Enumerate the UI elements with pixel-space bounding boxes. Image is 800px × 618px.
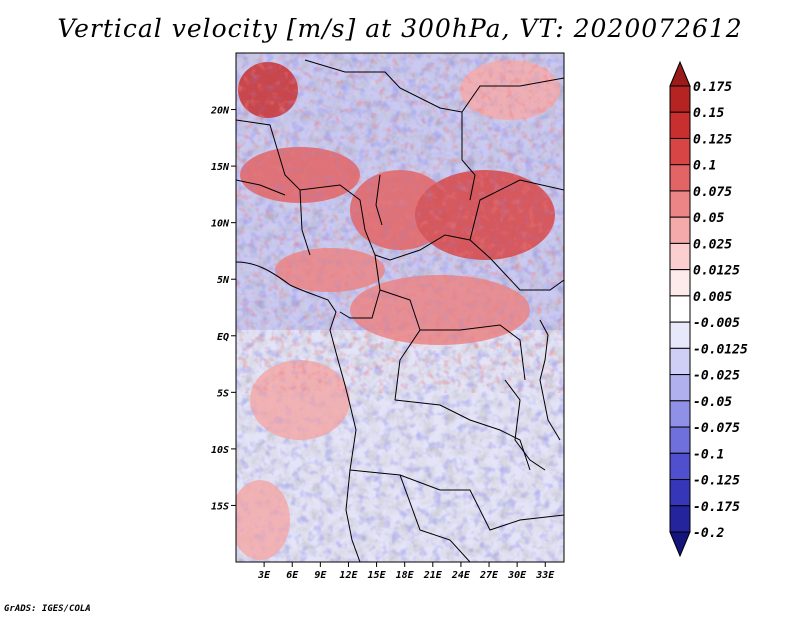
colorbar-label: 0.005 — [693, 290, 732, 305]
colorbar-label: -0.025 — [693, 369, 740, 384]
colorbar-label: -0.05 — [693, 395, 732, 410]
colorbar-box — [669, 137, 691, 166]
lon-tick-label: 21E — [423, 570, 443, 581]
colorbar-label: -0.125 — [693, 474, 740, 489]
colorbar-box — [669, 479, 691, 507]
colorbar-label: 0.075 — [693, 185, 732, 200]
lon-tick-label: 27E — [479, 570, 499, 581]
colorbar-box — [669, 85, 691, 113]
colorbar-label: 0.15 — [693, 106, 724, 121]
colorbar-label: -0.005 — [693, 316, 740, 331]
lat-tick-label: 15N — [211, 162, 230, 173]
colorbar-box — [669, 111, 691, 139]
lon-tick-label: 33E — [535, 570, 555, 581]
lon-tick-label: 3E — [257, 570, 271, 581]
lat-tick-label: EQ — [217, 332, 229, 343]
colorbar-label: -0.175 — [693, 500, 740, 515]
colorbar: 0.175 0.15 0.125 0.1 0.075 0.05 0.025 0.0125 0.0… — [669, 60, 748, 558]
colorbar-box — [669, 295, 691, 323]
colorbar-box — [669, 269, 691, 297]
lat-tick-label: 20N — [210, 106, 230, 117]
lon-tick-label: 12E — [339, 570, 358, 581]
colorbar-label: 0.025 — [693, 237, 732, 252]
colorbar-box — [669, 400, 691, 428]
colorbar-top-arrow — [669, 60, 691, 87]
lon-tick-label: 18E — [396, 570, 415, 581]
lat-tick-label: 10S — [211, 445, 229, 456]
lat-tick-label: 10N — [211, 219, 230, 230]
chart-title: Vertical velocity [m/s] at 300hPa, VT: 2… — [57, 14, 743, 43]
colorbar-label: 0.05 — [693, 211, 724, 226]
colorbar-box — [669, 347, 691, 376]
map-frame — [235, 52, 565, 563]
country-boundaries — [236, 59, 564, 562]
colorbar-bottom-arrow — [669, 531, 691, 558]
colorbar-label: 0.175 — [693, 80, 732, 95]
colorbar-label: 0.0125 — [693, 264, 740, 279]
colorbar-box — [669, 242, 691, 271]
colorbar-box — [669, 321, 691, 349]
colorbar-box — [669, 452, 691, 481]
colorbar-box — [669, 164, 691, 192]
lat-tick-label: 5S — [217, 388, 229, 399]
lon-tick-label: 30E — [507, 570, 527, 581]
colorbar-box — [669, 374, 691, 402]
latitude-axis: 20N 15N 10N 5N EQ 5S 10S 15S — [210, 106, 236, 512]
lon-tick-label: 6E — [286, 570, 299, 581]
lon-tick-label: 15E — [368, 570, 387, 581]
colorbar-label: -0.075 — [693, 421, 740, 436]
colorbar-label: -0.0125 — [693, 342, 748, 357]
lat-tick-label: 5N — [217, 275, 230, 286]
lat-tick-label: 15S — [211, 501, 229, 512]
lon-tick-label: 9E — [314, 570, 327, 581]
lon-tick-label: 24E — [451, 570, 471, 581]
colorbar-label: 0.1 — [693, 159, 716, 174]
colorbar-label: -0.1 — [693, 447, 724, 462]
grads-credit: GrADS: IGES/COLA — [4, 604, 91, 614]
colorbar-box — [669, 216, 691, 244]
colorbar-box — [669, 505, 691, 533]
colorbar-box — [669, 426, 691, 454]
colorbar-label: 0.125 — [693, 132, 732, 147]
longitude-axis: 3E 6E 9E 12E 15E 18E 21E 24E 27E 30E 33E — [257, 562, 555, 581]
colorbar-box — [669, 190, 691, 218]
velocity-map: 20N 15N 10N 5N EQ 5S 10S 15S 3E 6E 9E 12E 15E 18E 21E… — [210, 52, 748, 581]
field-layer — [236, 53, 564, 562]
colorbar-label: -0.2 — [693, 526, 724, 541]
